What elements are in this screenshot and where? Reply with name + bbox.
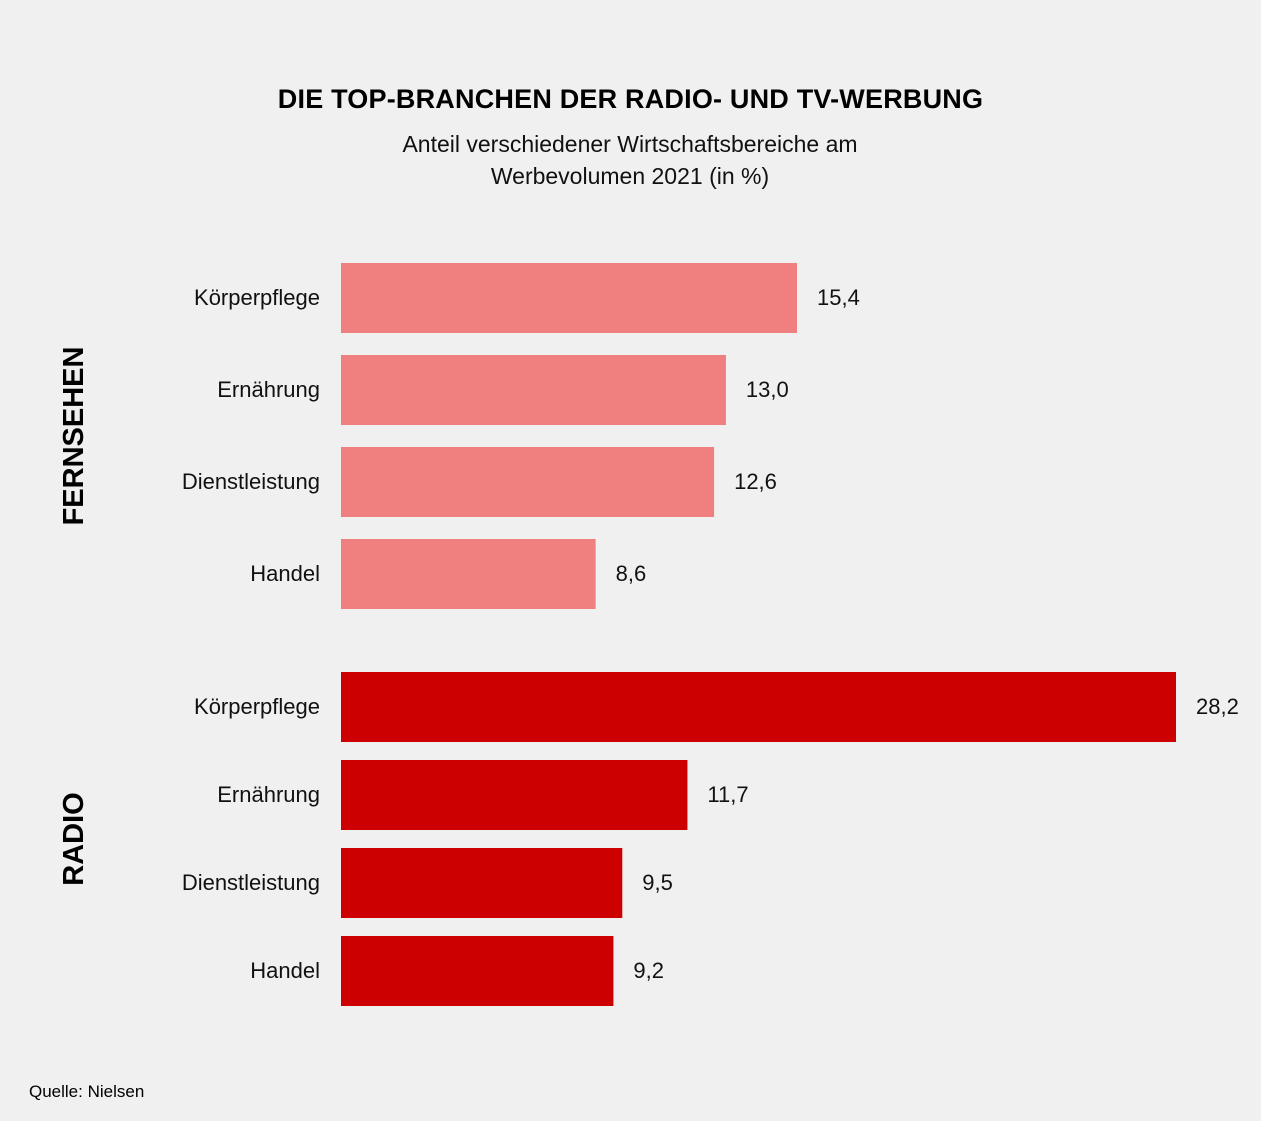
category-label-fernsehen-koerperpflege: Körperpflege bbox=[194, 285, 320, 310]
category-label-fernsehen-ernaehrung: Ernährung bbox=[217, 377, 320, 402]
group-label-radio: RADIO bbox=[58, 792, 90, 885]
bar-fernsehen-handel bbox=[341, 539, 596, 609]
category-label-fernsehen-handel: Handel bbox=[250, 561, 320, 586]
value-label-fernsehen-dienstleistung: 12,6 bbox=[734, 469, 777, 494]
category-label-radio-dienstleistung: Dienstleistung bbox=[182, 870, 320, 895]
chart-title: DIE TOP-BRANCHEN DER RADIO- UND TV-WERBU… bbox=[277, 84, 984, 114]
value-label-fernsehen-koerperpflege: 15,4 bbox=[817, 285, 860, 310]
bar-radio-dienstleistung bbox=[341, 848, 623, 918]
bar-radio-ernaehrung bbox=[341, 760, 688, 830]
bar-radio-handel bbox=[341, 936, 614, 1006]
category-label-fernsehen-dienstleistung: Dienstleistung bbox=[182, 469, 320, 494]
value-label-radio-dienstleistung: 9,5 bbox=[642, 870, 673, 895]
bar-fernsehen-ernaehrung bbox=[341, 355, 726, 425]
category-label-radio-koerperpflege: Körperpflege bbox=[194, 694, 320, 719]
bar-fernsehen-dienstleistung bbox=[341, 447, 715, 517]
category-label-radio-handel: Handel bbox=[250, 958, 320, 983]
chart-subtitle: Anteil verschiedener Wirtschaftsbereiche… bbox=[402, 131, 858, 189]
group-label-fernsehen: FERNSEHEN bbox=[58, 347, 90, 526]
bar-radio-koerperpflege bbox=[341, 672, 1176, 742]
bar-fernsehen-koerperpflege bbox=[341, 263, 797, 333]
category-label-radio-ernaehrung: Ernährung bbox=[217, 782, 320, 807]
value-label-fernsehen-handel: 8,6 bbox=[616, 561, 647, 586]
value-label-radio-ernaehrung: 11,7 bbox=[707, 782, 748, 807]
source-note: Quelle: Nielsen bbox=[29, 1082, 145, 1101]
value-label-radio-handel: 9,2 bbox=[633, 958, 664, 983]
value-label-fernsehen-ernaehrung: 13,0 bbox=[746, 377, 789, 402]
value-label-radio-koerperpflege: 28,2 bbox=[1196, 694, 1239, 719]
